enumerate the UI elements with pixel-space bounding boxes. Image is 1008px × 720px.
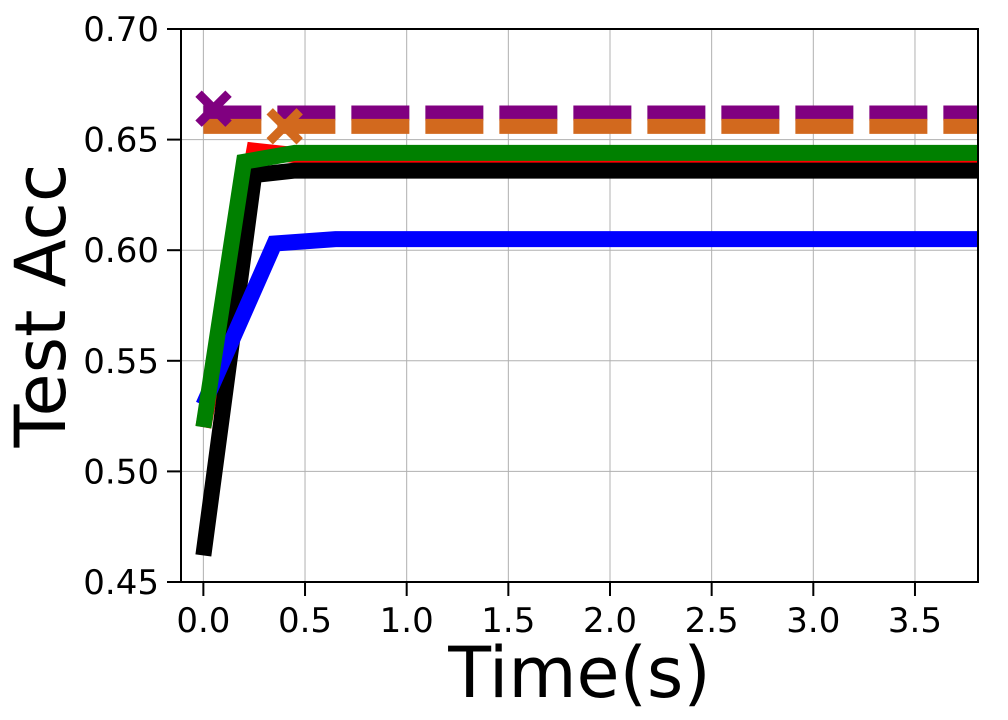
x-tick-label-0: 0.0 xyxy=(176,601,230,641)
x-marker-5 xyxy=(266,108,303,145)
x-marker-4-stroke-b xyxy=(195,90,232,127)
x-axis-title: Time(s) xyxy=(447,632,710,714)
axis-ticks: 0.0 0.5 1.0 1.5 2.0 2.5 3.0 3.5 0.45 0.50 0.55 0.60… xyxy=(83,10,942,641)
x-tick-label-5: 2.5 xyxy=(685,601,739,641)
markers-layer xyxy=(195,90,303,145)
x-marker-5-stroke-b xyxy=(266,108,303,145)
y-tick-label-4: 0.65 xyxy=(83,121,159,161)
x-tick-label-3: 1.5 xyxy=(481,601,535,641)
series-line-1 xyxy=(195,162,978,557)
y-tick-label-1: 0.50 xyxy=(83,452,159,492)
x-marker-4 xyxy=(195,90,232,127)
series-line-2 xyxy=(196,231,978,409)
y-tick-label-2: 0.55 xyxy=(83,342,159,382)
y-tick-label-3: 0.60 xyxy=(83,231,159,271)
x-tick-label-2: 1.0 xyxy=(380,601,434,641)
x-tick-label-7: 3.5 xyxy=(888,601,942,641)
plot-frame xyxy=(180,28,979,583)
y-axis-title: Test Acc xyxy=(0,164,82,449)
x-tick-label-1: 0.5 xyxy=(278,601,332,641)
series-layer xyxy=(195,105,978,557)
x-tick-label-6: 3.0 xyxy=(786,601,840,641)
series-line-3 xyxy=(195,144,978,429)
series-line-0 xyxy=(195,141,978,429)
x-tick-label-4: 2.0 xyxy=(583,601,637,641)
y-tick-label-5: 0.70 xyxy=(83,10,159,50)
y-tick-label-0: 0.45 xyxy=(83,563,159,603)
